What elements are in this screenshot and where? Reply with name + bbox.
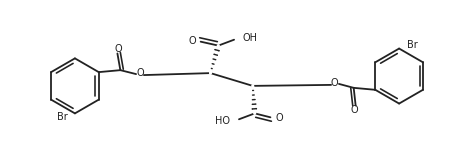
Text: O: O	[115, 44, 122, 54]
Text: O: O	[351, 105, 358, 115]
Text: O: O	[136, 68, 144, 78]
Text: O: O	[275, 113, 283, 123]
Text: O: O	[330, 78, 338, 88]
Text: O: O	[188, 36, 196, 46]
Text: OH: OH	[243, 33, 258, 43]
Text: Br: Br	[57, 112, 68, 122]
Text: Br: Br	[407, 40, 418, 50]
Text: HO: HO	[215, 116, 230, 126]
